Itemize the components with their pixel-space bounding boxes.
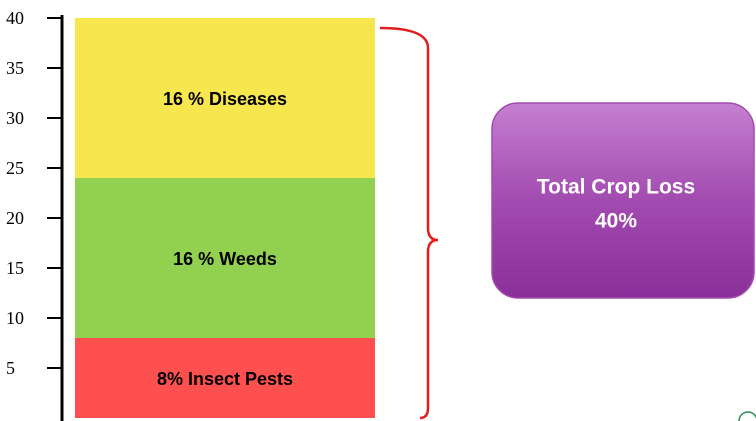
total-box [491, 102, 755, 299]
y-tick-label: 35 [6, 58, 24, 78]
y-tick-label: 40 [6, 8, 24, 28]
y-tick-label: 30 [6, 108, 24, 128]
segment-label: 8% Insect Pests [157, 369, 293, 389]
bar-segment [75, 178, 375, 338]
total-label: 40% [595, 210, 637, 233]
y-tick-label: 10 [6, 308, 24, 328]
corner-icon [738, 411, 756, 421]
y-tick-label: 25 [6, 158, 24, 178]
y-tick-label: 15 [6, 258, 24, 278]
y-tick-label: 20 [6, 208, 24, 228]
total-label: Total Crop Loss [537, 176, 695, 199]
y-tick-label: 5 [6, 358, 15, 378]
brace [379, 26, 439, 420]
segment-label: 16 % Diseases [163, 89, 287, 109]
segment-label: 16 % Weeds [173, 249, 277, 269]
bar-segment [75, 18, 375, 178]
bar-segment [75, 338, 375, 418]
